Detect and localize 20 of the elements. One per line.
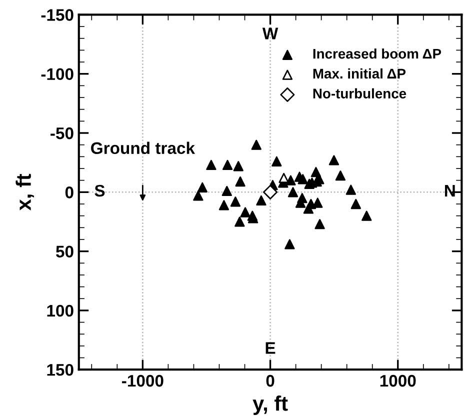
y-tick-label: -100 bbox=[41, 68, 74, 80]
y-tick-label: -150 bbox=[41, 9, 74, 21]
legend-label: No-turbulence bbox=[313, 88, 406, 98]
y-tick-label: 0 bbox=[65, 186, 74, 198]
x-tick-label: 1000 bbox=[380, 374, 416, 387]
y-tick-label: -50 bbox=[50, 127, 74, 140]
annotation: Ground track bbox=[91, 142, 196, 154]
annotation: S bbox=[94, 184, 105, 197]
annotation: E bbox=[266, 342, 276, 354]
annotation: W bbox=[262, 28, 278, 40]
x-tick-label: -1000 bbox=[122, 374, 164, 387]
legend-label: Max. initial ΔP bbox=[313, 68, 406, 79]
y-tick-label: 150 bbox=[47, 364, 74, 376]
x-axis-title: y, ft bbox=[252, 396, 288, 415]
annotation: N bbox=[445, 184, 455, 196]
y-axis-title: x, ft bbox=[16, 174, 34, 211]
y-tick-label: 100 bbox=[47, 304, 74, 317]
legend-label: Increased boom ΔP bbox=[313, 48, 442, 59]
y-tick-label: 50 bbox=[56, 246, 74, 258]
x-tick-label: 0 bbox=[266, 374, 274, 387]
